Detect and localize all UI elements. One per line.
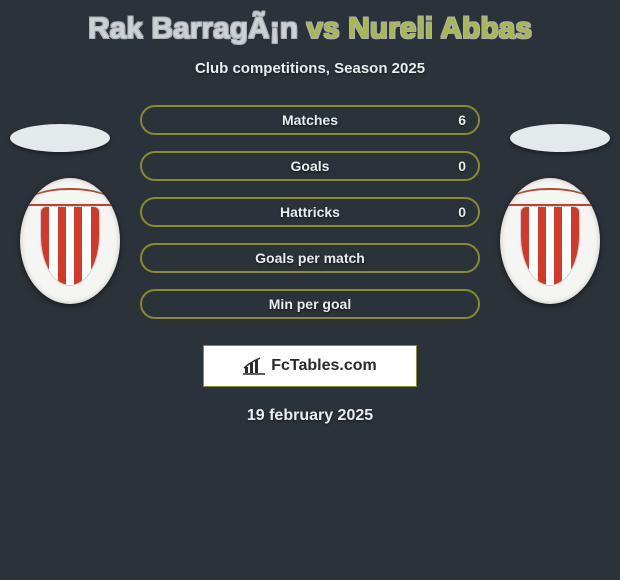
stat-label: Matches bbox=[282, 112, 338, 128]
stat-label: Hattricks bbox=[280, 204, 340, 220]
bar-chart-icon bbox=[243, 357, 265, 375]
stat-row: Goals 0 bbox=[140, 151, 480, 181]
date-text: 19 february 2025 bbox=[0, 407, 620, 425]
club-badge-left bbox=[20, 178, 120, 304]
logo-text: FcTables.com bbox=[271, 357, 377, 375]
stat-label: Goals bbox=[291, 158, 330, 174]
stat-row: Matches 6 bbox=[140, 105, 480, 135]
shield-icon bbox=[520, 206, 580, 286]
player2-name: Nureli Abbas bbox=[348, 12, 532, 45]
stat-label: Min per goal bbox=[269, 296, 351, 312]
player1-name: Rak BarragÃ¡n bbox=[88, 12, 298, 45]
stat-label: Goals per match bbox=[255, 250, 365, 266]
comparison-title: Rak BarragÃ¡n vs Nureli Abbas bbox=[0, 0, 620, 46]
stat-row: Goals per match bbox=[140, 243, 480, 273]
fctables-logo: FcTables.com bbox=[203, 345, 417, 387]
shield-icon bbox=[40, 206, 100, 286]
halo-left bbox=[10, 124, 110, 152]
halo-right bbox=[510, 124, 610, 152]
vs-word: vs bbox=[306, 12, 339, 45]
stat-row: Hattricks 0 bbox=[140, 197, 480, 227]
subtitle: Club competitions, Season 2025 bbox=[0, 60, 620, 77]
stat-right-value: 6 bbox=[458, 112, 466, 128]
stat-row: Min per goal bbox=[140, 289, 480, 319]
club-badge-right bbox=[500, 178, 600, 304]
stat-right-value: 0 bbox=[458, 204, 466, 220]
stat-right-value: 0 bbox=[458, 158, 466, 174]
